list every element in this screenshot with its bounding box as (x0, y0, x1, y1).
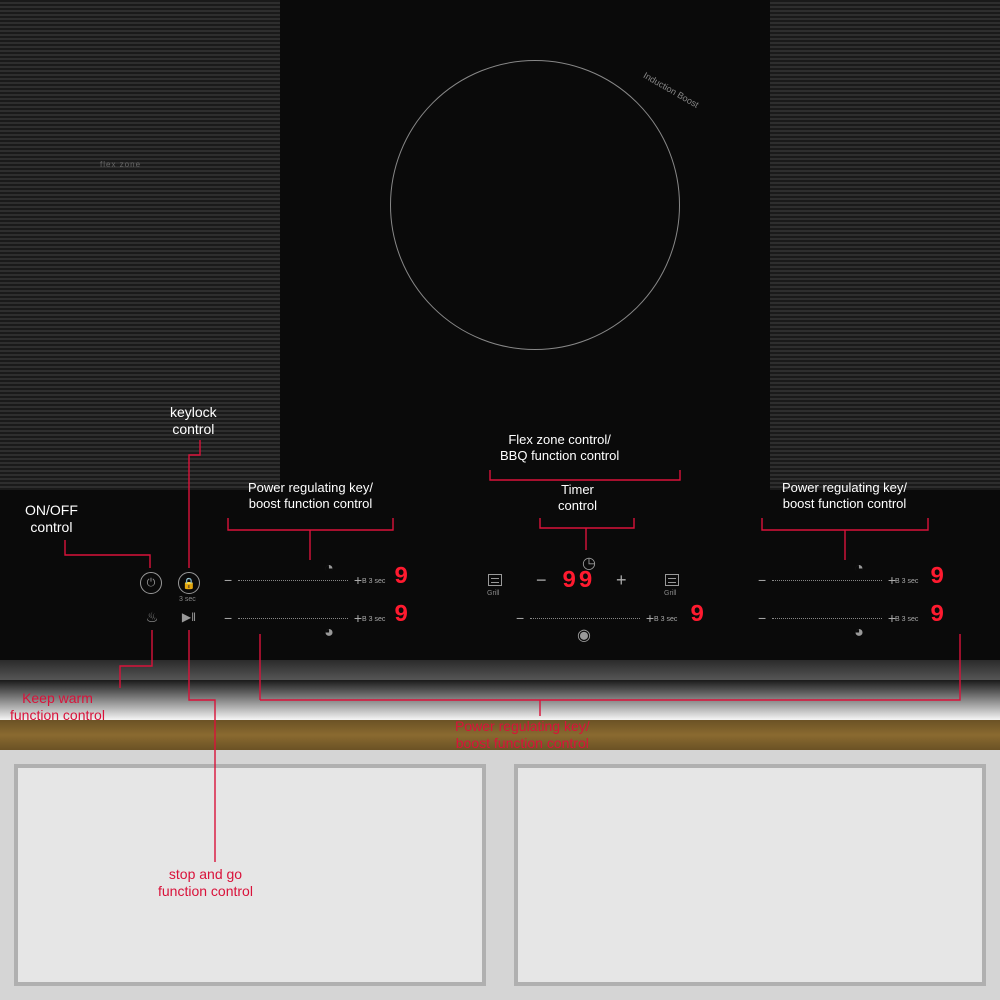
counter-shadow (0, 680, 1000, 720)
grill-left-button[interactable] (488, 574, 502, 586)
boost-label-tr: B 3 sec (895, 578, 918, 585)
flex-zone-label: flex zone (100, 160, 141, 169)
burner-indicator-tr: ◔ (850, 560, 868, 578)
digit-tl: 9 (394, 564, 410, 591)
timer-plus[interactable]: + (616, 570, 627, 591)
callout-timer: Timer control (558, 482, 597, 513)
counter-edge (0, 660, 1000, 680)
boost-label-bl: B 3 sec (362, 616, 385, 623)
callout-keylock: keylock control (170, 404, 217, 438)
digit-mid: 9 (690, 602, 706, 629)
keylock-button[interactable]: 🔒 (178, 572, 200, 594)
grill-label-l: Grill (487, 590, 499, 597)
boost-label-br: B 3 sec (895, 616, 918, 623)
flex-zone-right (770, 0, 1000, 490)
callout-power-bottom: Power regulating key/ boost function con… (455, 718, 590, 752)
boost-label-tl: B 3 sec (362, 578, 385, 585)
induction-ring (390, 60, 680, 350)
digit-bl: 9 (394, 602, 410, 629)
callout-stopgo: stop and go function control (158, 866, 253, 900)
digit-timer: 99 (562, 568, 595, 595)
burner-indicator-br: ◕ (850, 624, 868, 642)
callout-power-right: Power regulating key/ boost function con… (782, 480, 907, 511)
callout-onoff: ON/OFF control (25, 502, 78, 536)
keepwarm-button[interactable]: ♨ (143, 608, 161, 626)
digit-br: 9 (930, 602, 946, 629)
power-slider-top-right[interactable] (772, 580, 882, 581)
burner-indicator-bl: ◕ (320, 624, 338, 642)
burner-indicator-mid: ◉ (575, 626, 593, 644)
power-button[interactable]: ⏻ (140, 572, 162, 594)
flex-zone-left: flex zone (0, 0, 280, 490)
timer-minus[interactable]: − (536, 570, 547, 591)
cooktop-surface: flex zone Induction Boost ⏻ 🔒 3 sec ♨ ▶‖… (0, 0, 1000, 660)
cabinets (0, 750, 1000, 1000)
power-slider-mid[interactable] (530, 618, 640, 619)
induction-ring-label: Induction Boost (642, 70, 701, 110)
stopgo-button[interactable]: ▶‖ (180, 608, 198, 626)
grill-label-r: Grill (664, 590, 676, 597)
callout-power-left: Power regulating key/ boost function con… (248, 480, 373, 511)
control-panel: ⏻ 🔒 3 sec ♨ ▶‖ ◔ B 3 sec 9 ◕ B 3 sec 9 G… (0, 560, 1000, 660)
power-slider-bottom-right[interactable] (772, 618, 882, 619)
power-slider-top-left[interactable] (238, 580, 348, 581)
power-slider-bottom-left[interactable] (238, 618, 348, 619)
boost-label-mid: B 3 sec (654, 616, 677, 623)
callout-flex: Flex zone control/ BBQ function control (500, 432, 619, 463)
burner-indicator-tl: ◔ (320, 560, 338, 578)
grill-right-button[interactable] (665, 574, 679, 586)
digit-tr: 9 (930, 564, 946, 591)
keylock-sub: 3 sec (179, 596, 196, 603)
callout-keepwarm: Keep warm function control (10, 690, 105, 724)
